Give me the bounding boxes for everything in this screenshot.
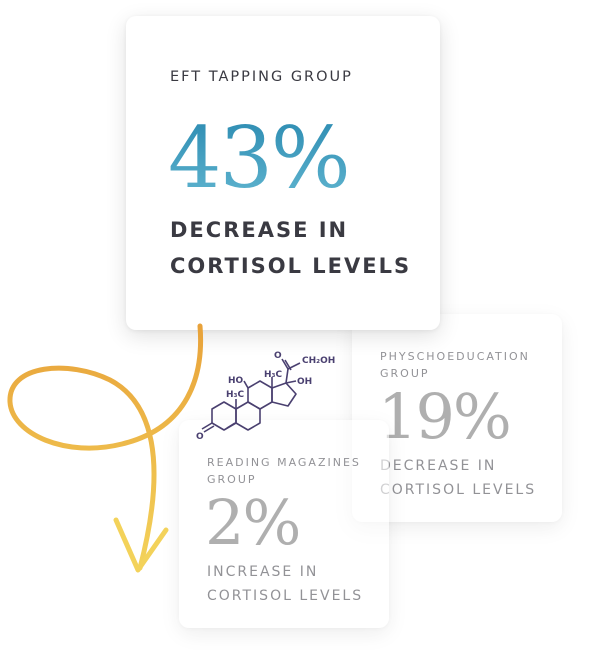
molecule-label-oh: OH xyxy=(297,377,312,387)
eft-tapping-card: EFT TAPPING GROUP 43% DECREASE IN CORTIS… xyxy=(126,16,440,330)
eft-group-label: EFT TAPPING GROUP xyxy=(170,69,353,85)
reading-magazines-card: READING MAGAZINES GROUP 2% INCREASE IN C… xyxy=(179,420,389,628)
eft-percent: 43% xyxy=(168,109,351,207)
psychoeducation-percent: 19% xyxy=(378,380,512,453)
reading-group-label: READING MAGAZINES GROUP xyxy=(207,456,361,486)
reading-description: INCREASE IN CORTISOL LEVELS xyxy=(207,564,364,604)
psychoeducation-description: DECREASE IN CORTISOL LEVELS xyxy=(380,458,537,498)
molecule-label-ch2oh: CH₂OH xyxy=(302,356,335,366)
molecule-label-o-left: O xyxy=(196,432,204,442)
molecule-label-h3c-left: H₃C xyxy=(226,390,244,400)
reading-percent: 2% xyxy=(205,486,301,559)
molecule-label-o-top: O xyxy=(274,351,282,361)
molecule-label-ho: HO xyxy=(228,376,244,386)
eft-description: DECREASE IN CORTISOL LEVELS xyxy=(170,218,412,278)
cortisol-molecule-icon: O H₃C HO H₃C O CH₂OH OH xyxy=(196,351,335,442)
molecule-label-h3c-right: H₃C xyxy=(264,370,282,380)
psychoeducation-group-label: PHYSCHOEDUCATION GROUP xyxy=(380,350,530,380)
